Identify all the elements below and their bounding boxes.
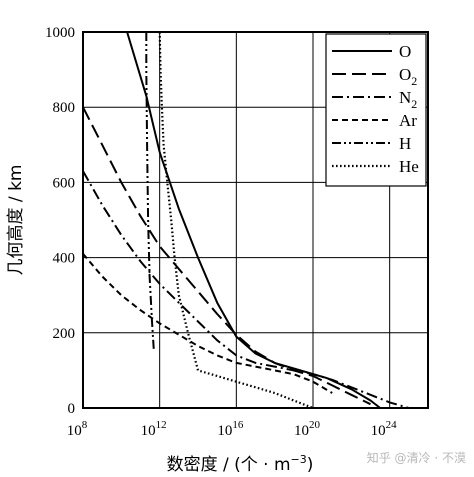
x-tick-label: 1024 [371,419,398,439]
series-line-n2 [82,170,410,409]
series-line-o2 [82,106,371,406]
legend-label: O2 [399,65,417,88]
y-tick-labels: 0 200 400 600 800 1000 [45,25,75,417]
x-axis-title: 数密度 / (个 · m−3) [167,453,314,475]
legend-label: N2 [399,88,417,111]
series-line-o [126,31,381,409]
series-lines [82,31,410,410]
x-tick-label: 1020 [294,419,321,439]
y-tick-label: 400 [53,251,76,267]
x-tick-label: 108 [67,419,88,439]
y-tick-label: 1000 [45,25,75,41]
y-tick-label: 800 [53,100,76,116]
series-line-h [145,32,155,352]
x-tick-label: 1016 [217,419,244,439]
x-tick-labels: 108 1012 1016 1020 1024 [67,419,397,439]
x-tick-label: 1012 [141,419,167,439]
y-tick-label: 200 [53,326,76,342]
legend-box [325,33,427,187]
plot-frame [82,31,429,409]
watermark-text: 知乎 @清冷 · 不漠 [367,451,466,465]
legend-label: Ar [399,111,417,130]
series-line-ar [82,253,333,394]
legend-label: O [399,42,411,61]
y-tick-label: 0 [68,401,76,417]
legend-label: H [399,134,411,153]
legend-label: He [399,157,419,176]
y-axis-title: 几何高度 / km [6,165,26,276]
y-tick-label: 600 [53,175,76,191]
